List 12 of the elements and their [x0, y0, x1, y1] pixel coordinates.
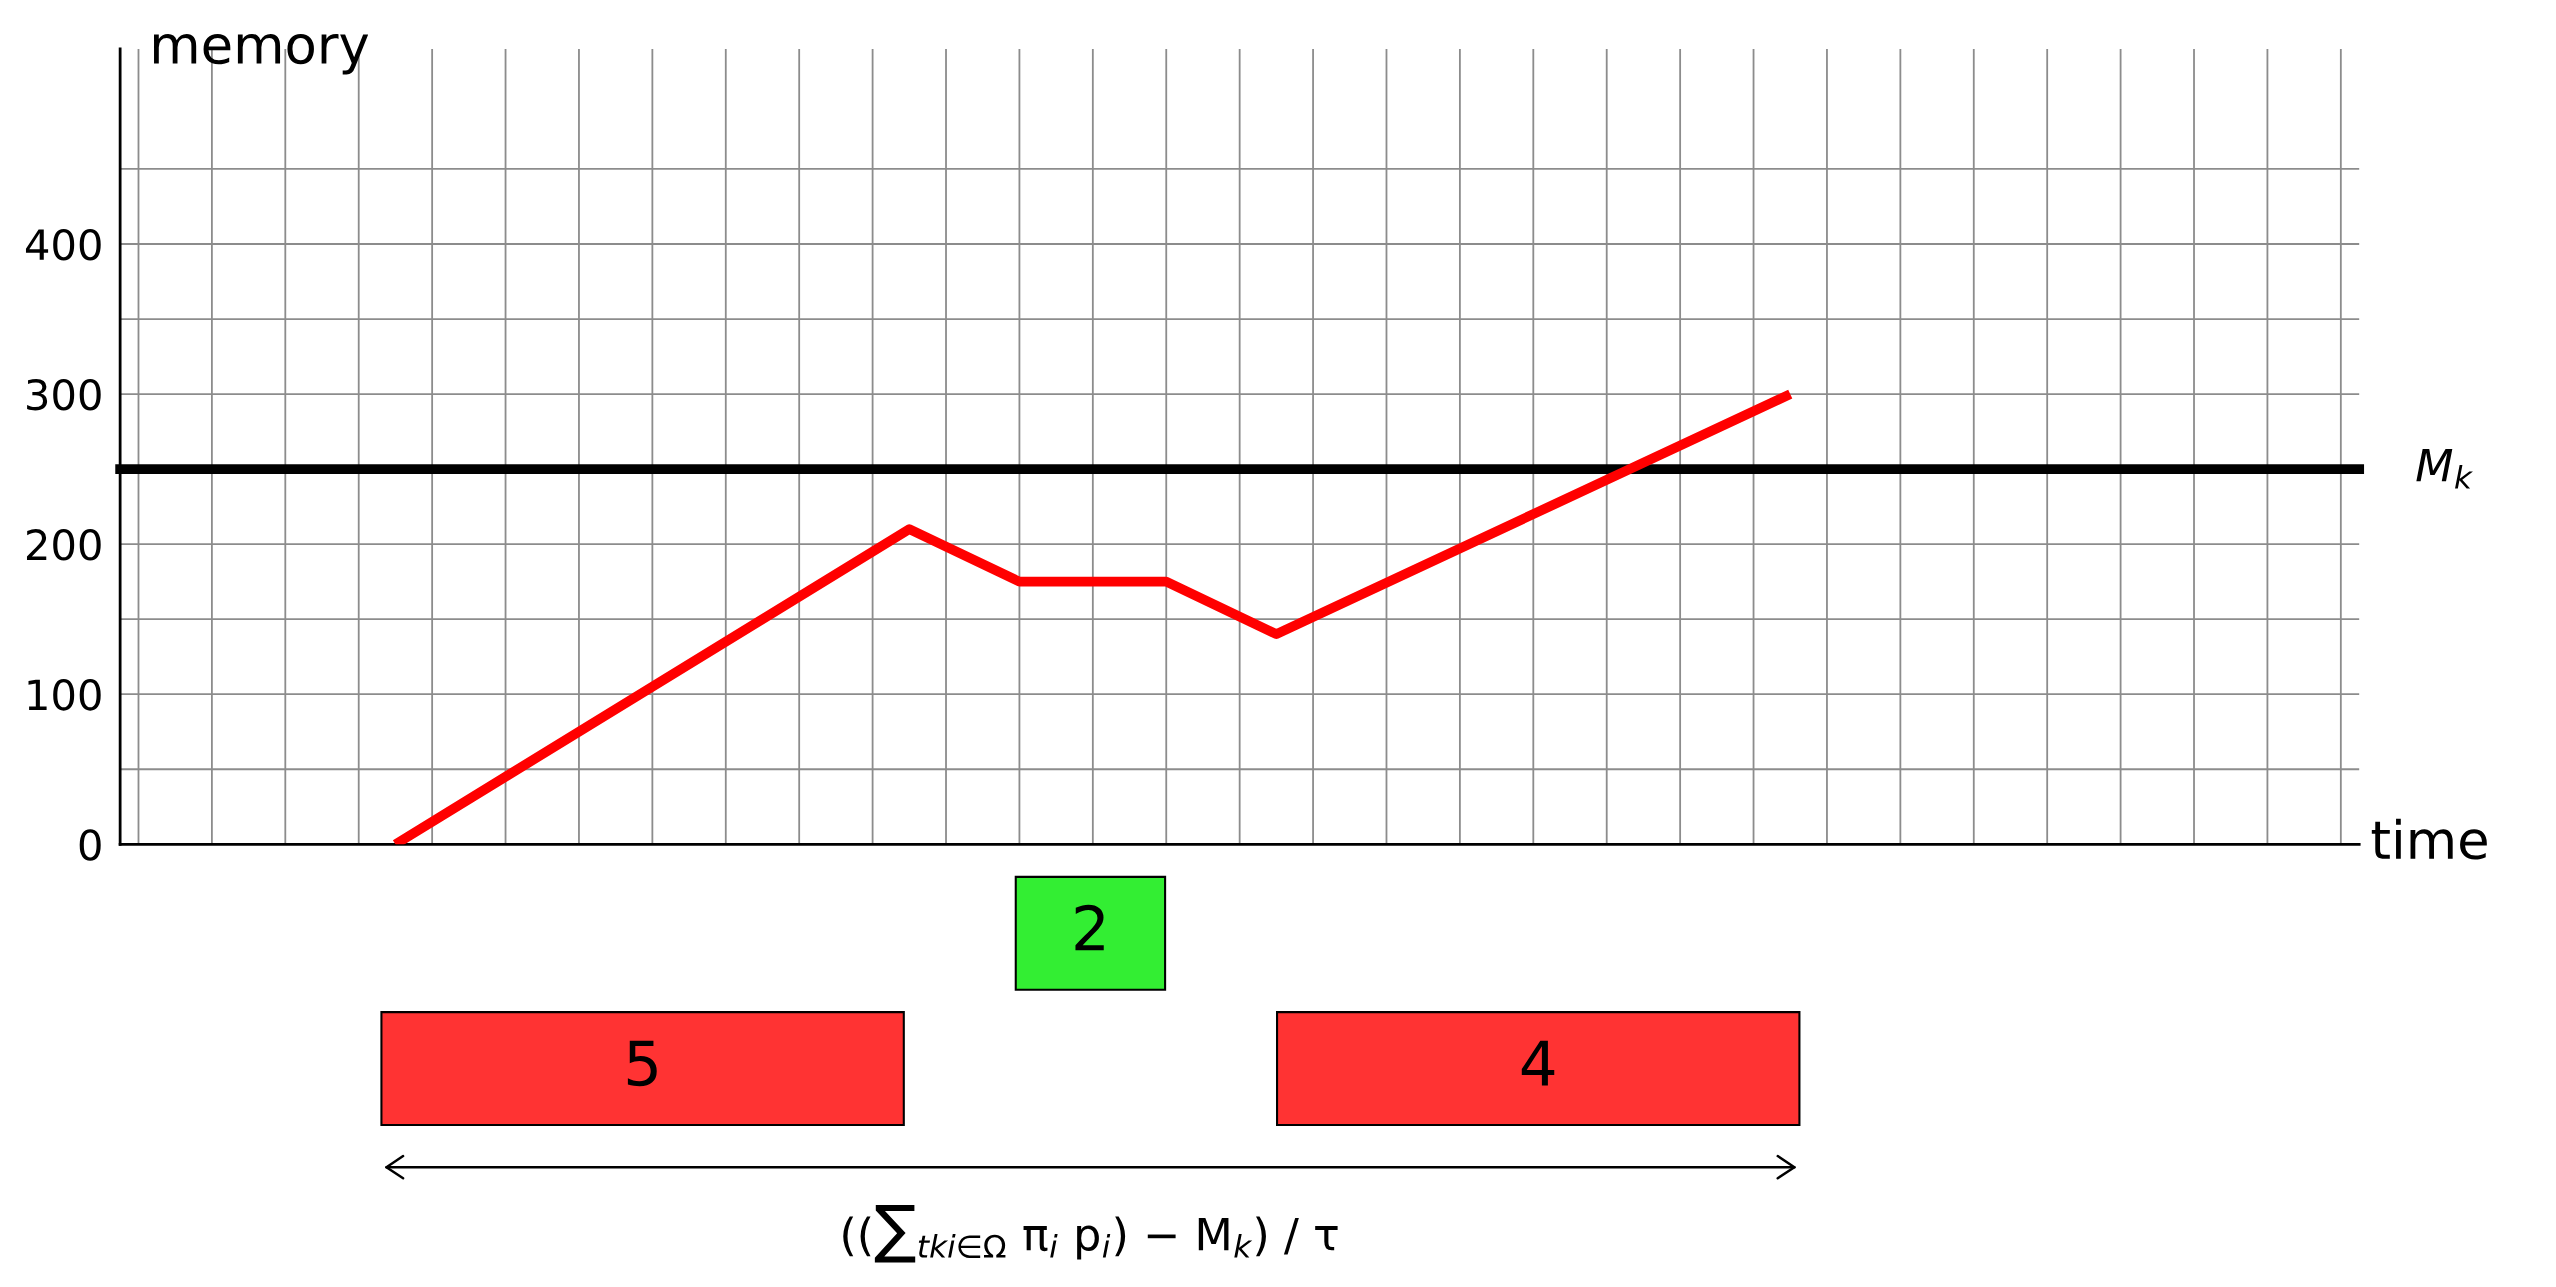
ref-line-label: M$_{k}$ — [2416, 448, 2473, 489]
y-tick-label: 200 — [26, 529, 101, 561]
text: ((∑$_{tki∈Ω}$ π$_{i}$ p$_{i}$) − M$_{k}$) / τ — [843, 1205, 1338, 1263]
x-axis-title: time — [2371, 818, 2487, 860]
y-tick-label: 100 — [28, 679, 101, 711]
text: 2 — [1075, 904, 1104, 951]
y-axis-title: memory — [154, 33, 369, 75]
text: 4 — [1521, 1040, 1555, 1086]
y-tick-label: 400 — [25, 228, 101, 261]
text: 5 — [627, 1040, 657, 1087]
y-tick-label: 0 — [79, 829, 101, 861]
y-tick-label: 300 — [27, 378, 101, 411]
